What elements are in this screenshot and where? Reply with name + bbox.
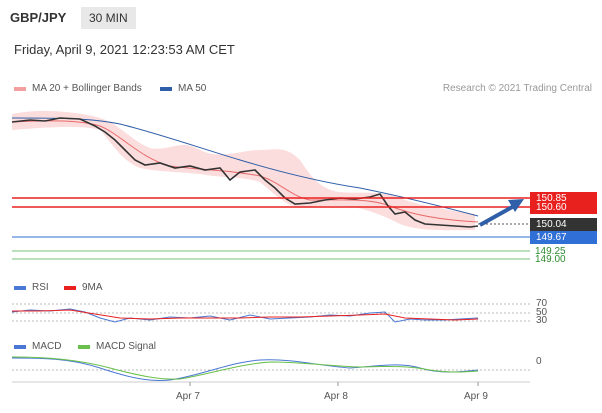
- legend-rsi-ma-label: 9MA: [82, 282, 103, 293]
- legend-macd-label: MACD: [32, 341, 62, 352]
- legend-macd-signal-label: MACD Signal: [96, 341, 157, 352]
- ma50-swatch: [160, 86, 172, 91]
- macd-swatch: [14, 344, 26, 349]
- timeframe-button[interactable]: 30 MIN: [81, 7, 136, 29]
- pair-title: GBP/JPY: [10, 10, 67, 25]
- rsi-line: [11, 308, 479, 323]
- level-s2-text: 149.00: [535, 254, 566, 265]
- macd-line: [11, 357, 479, 381]
- x-label-apr7: Apr 7: [176, 391, 200, 402]
- rsi-ma-swatch: [64, 285, 76, 290]
- x-label-apr8: Apr 8: [324, 391, 348, 402]
- legend-rsi-ma: 9MA: [64, 282, 103, 293]
- chart-header: GBP/JPY 30 MIN: [0, 0, 602, 36]
- legend-rsi: RSI: [14, 282, 49, 293]
- level-s1-text: 149.25: [535, 246, 566, 257]
- legend-macd-signal: MACD Signal: [78, 341, 156, 352]
- level-pivot-box: 149.67: [530, 231, 597, 244]
- level-current-box: 150.04: [530, 218, 597, 231]
- rsi-tick-30: 30: [536, 315, 548, 326]
- rsi-tick-50: 50: [536, 307, 548, 318]
- macd-signal-line: [11, 356, 479, 380]
- macd-signal-swatch: [78, 344, 90, 349]
- macd-tick-0: 0: [536, 356, 542, 367]
- x-label-apr9: Apr 9: [464, 391, 488, 402]
- rsi-tick-70: 70: [536, 298, 548, 309]
- legend-macd: MACD: [14, 341, 61, 352]
- credit-text: Research © 2021 Trading Central: [442, 83, 592, 94]
- legend-rsi-label: RSI: [32, 282, 49, 293]
- ma20-swatch: [14, 86, 26, 91]
- rsi-swatch: [14, 285, 26, 290]
- price-line: [11, 117, 479, 228]
- forecast-arrow: [479, 204, 515, 227]
- level-r1-box: 150.60: [530, 201, 597, 214]
- legend-ma50: MA 50: [160, 83, 206, 94]
- rsi-ma-line: [12, 309, 479, 321]
- arrow-head-icon: [508, 199, 524, 212]
- legend-ma50-label: MA 50: [178, 83, 207, 94]
- ma50-line: [11, 117, 479, 217]
- legend-ma20-label: MA 20 + Bollinger Bands: [32, 83, 142, 94]
- legend-ma20: MA 20 + Bollinger Bands: [14, 83, 142, 94]
- timestamp: Friday, April 9, 2021 12:23:53 AM CET: [14, 42, 235, 57]
